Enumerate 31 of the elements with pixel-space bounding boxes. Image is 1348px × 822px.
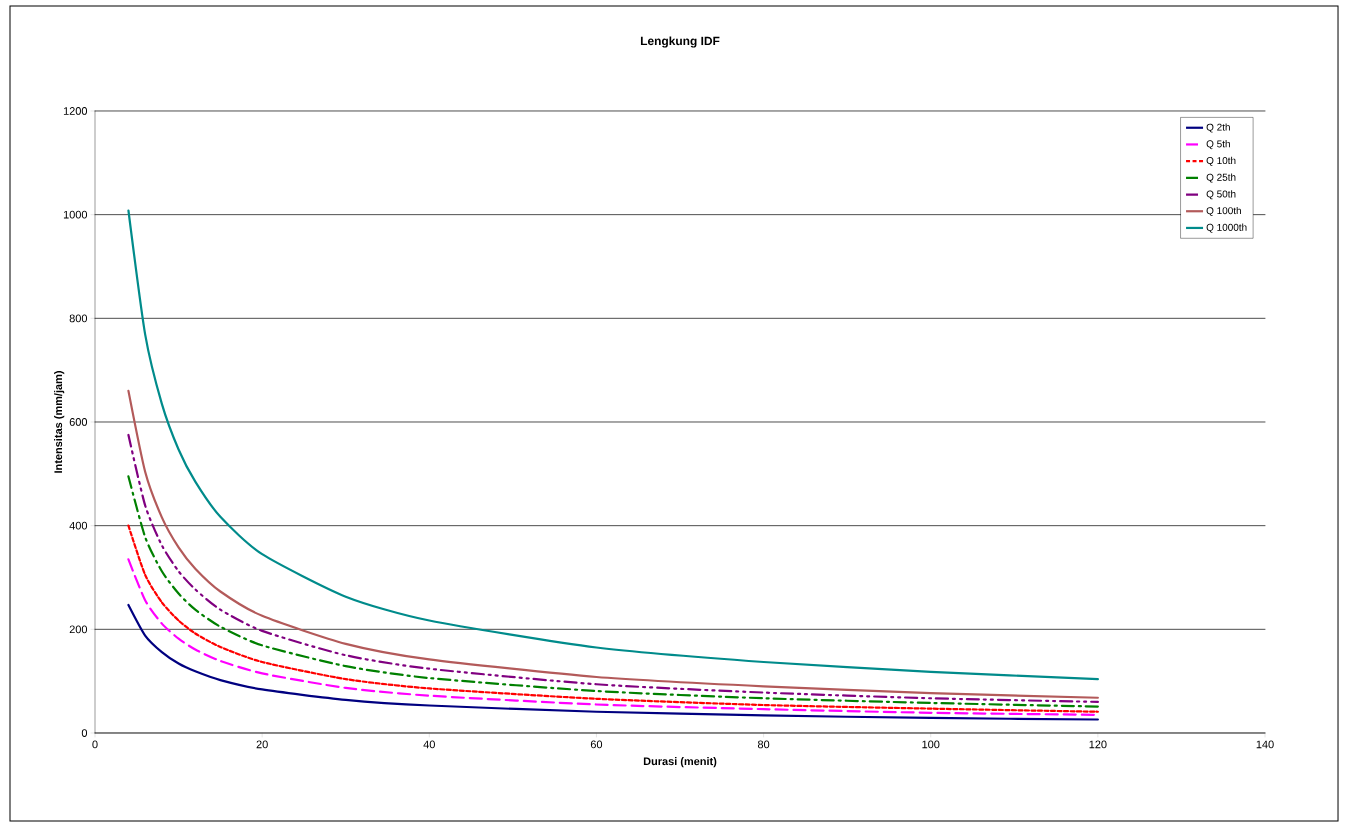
line-series <box>127 209 1099 681</box>
y-tick-label: 1000 <box>63 210 88 219</box>
x-tick-label: 100 <box>922 740 940 749</box>
chart-title: Lengkung IDF <box>640 36 720 48</box>
line-series <box>127 475 1099 708</box>
legend-label: Q 1000th <box>1206 223 1247 233</box>
x-tick-label: 140 <box>1256 740 1274 749</box>
y-tick-label: 800 <box>69 314 88 323</box>
line-series <box>127 433 1099 703</box>
line-series <box>127 524 1099 713</box>
x-axis-title: Durasi (menit) <box>643 757 717 768</box>
x-tick-label: 120 <box>1089 740 1107 749</box>
legend-label: Q 50th <box>1206 190 1236 200</box>
legend-label: Q 2th <box>1206 123 1230 133</box>
y-tick-label: 600 <box>69 418 88 426</box>
y-axis-title: Intensitas (mm/jam) <box>54 371 65 473</box>
line-series <box>127 389 1099 699</box>
legend-label: Q 100th <box>1206 206 1241 216</box>
legend-label: Q 5th <box>1206 140 1230 150</box>
legend-label: Q 10th <box>1206 156 1236 166</box>
x-tick-label: 0 <box>92 740 98 749</box>
y-tick-label: 1200 <box>63 107 88 115</box>
y-tick-label: 200 <box>69 625 88 634</box>
x-tick-label: 20 <box>256 740 268 749</box>
legend-label: Q 25th <box>1206 173 1236 183</box>
y-tick-label: 0 <box>81 729 88 737</box>
y-tick-label: 400 <box>69 521 88 530</box>
x-tick-label: 80 <box>757 740 770 749</box>
x-tick-label: 40 <box>423 740 435 749</box>
line-series <box>127 603 1099 721</box>
x-tick-label: 60 <box>590 740 603 749</box>
